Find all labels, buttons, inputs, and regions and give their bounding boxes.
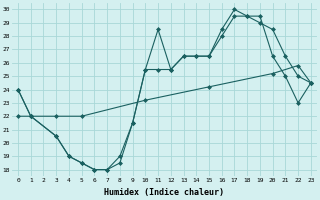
X-axis label: Humidex (Indice chaleur): Humidex (Indice chaleur): [104, 188, 224, 197]
